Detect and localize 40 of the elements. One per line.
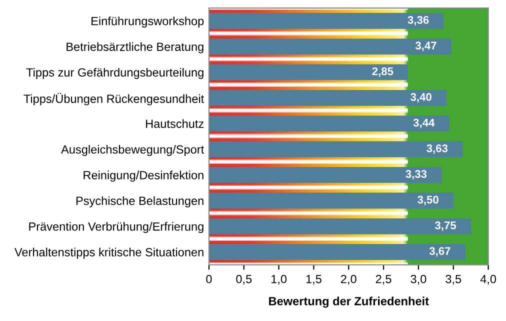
x-tick-label: 1,5 xyxy=(306,274,322,285)
x-tick-label: 0 xyxy=(206,274,212,284)
bar xyxy=(208,12,444,29)
y-tick-label: Ausgleichsbewegung/Sport xyxy=(61,144,204,156)
data-label: 3,44 xyxy=(413,118,435,128)
bar xyxy=(208,218,471,234)
data-label: 3,47 xyxy=(415,42,436,52)
y-tick-label: Prävention Verbrühung/Erfrierung xyxy=(29,222,204,234)
bar xyxy=(208,244,466,260)
y-tick-label: Verhaltenstipps kritische Situationen xyxy=(14,248,204,259)
data-label: 3,75 xyxy=(434,221,456,231)
bar xyxy=(208,64,408,80)
bar xyxy=(208,141,462,158)
y-tick-label: Hautschutz xyxy=(146,119,204,128)
data-label: 3,63 xyxy=(426,144,448,154)
bar xyxy=(208,90,446,106)
x-tick-label: 0,5 xyxy=(236,274,252,285)
data-label: 3,50 xyxy=(418,196,438,206)
data-label: 3,67 xyxy=(429,247,450,257)
y-tick-label: Psychische Belastungen xyxy=(76,196,204,208)
x-tick-label: 3,5 xyxy=(446,274,462,285)
data-label: 3,36 xyxy=(408,16,429,26)
data-label: 3,40 xyxy=(410,93,432,102)
y-tick-label: Tipps zur Gefährdungsbeurteilung xyxy=(26,68,204,79)
x-tick-label: 1,0 xyxy=(272,274,287,285)
x-tick-label: 2,5 xyxy=(376,274,392,285)
y-tick-label: Tipps/Übungen Rückengesundheit xyxy=(24,92,204,106)
x-tick-label: 3,0 xyxy=(410,274,426,285)
data-label: 2,85 xyxy=(372,67,394,77)
bar xyxy=(208,166,442,183)
y-tick-label: Reinigung/Desinfektion xyxy=(84,170,204,182)
y-tick-label: Einführungsworkshop xyxy=(92,16,204,28)
bar xyxy=(208,38,452,55)
x-tick-label: 4,0 xyxy=(480,274,496,285)
bar xyxy=(208,192,454,209)
y-tick-label: Betriebsärztliche Beratung xyxy=(66,42,204,54)
bar xyxy=(208,116,450,132)
x-tick-label: 2,0 xyxy=(341,274,356,285)
x-axis-title: Bewertung der Zufriedenheit xyxy=(269,296,429,308)
data-label: 3,33 xyxy=(406,170,427,180)
